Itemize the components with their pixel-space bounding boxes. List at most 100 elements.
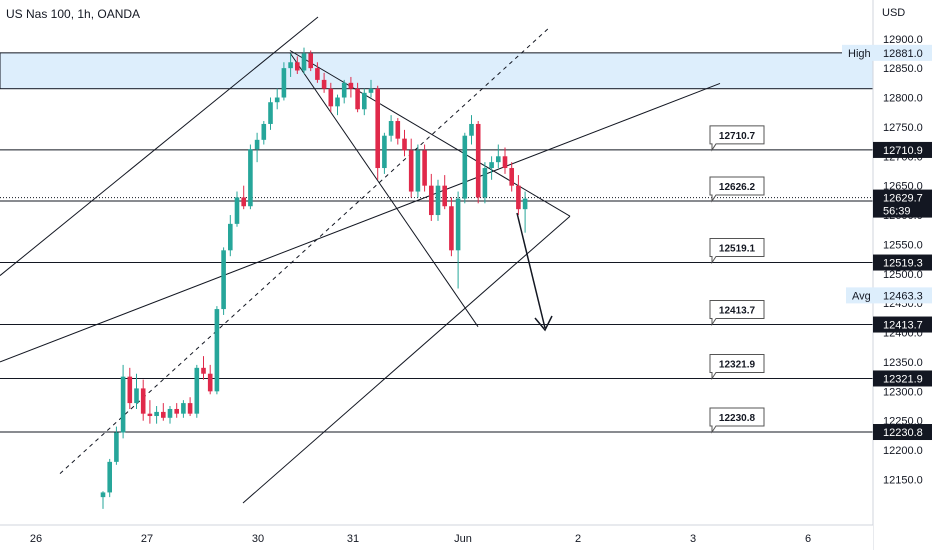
candle: [315, 62, 320, 83]
level-axis-tag-text: 12710.9: [883, 145, 923, 157]
candle: [348, 76, 354, 98]
forecast-arrow-head: [534, 315, 553, 332]
candle: [120, 364, 126, 439]
price-callout-text: 12626.2: [719, 182, 756, 193]
candle-body: [408, 150, 414, 192]
candle: [489, 156, 494, 180]
price-callout-box: [709, 407, 765, 434]
price-callout: 12626.2: [709, 176, 765, 203]
candle-body: [442, 185, 447, 207]
candle: [248, 144, 253, 210]
candle-body: [234, 197, 240, 224]
y-tick-label: 12200.0: [883, 445, 923, 457]
x-tick-label: 30: [252, 533, 264, 545]
candle-body: [308, 53, 313, 69]
candle: [228, 215, 233, 257]
current-price-tag-bg: [873, 189, 932, 218]
candle-body: [489, 162, 494, 169]
level-axis-tag-bg: [873, 370, 932, 387]
level-axis-tag-bg: [873, 254, 932, 271]
channel-lower-line: [242, 215, 571, 504]
x-tick-label: Jun: [454, 533, 472, 545]
candle: [161, 403, 166, 421]
price-axis: USD12150.012200.012250.012300.012350.012…: [842, 0, 932, 550]
high-price-tag-text: 12881.0: [883, 48, 923, 60]
candle: [355, 82, 360, 113]
candle: [114, 426, 119, 465]
channel-middle-line: [0, 82, 721, 363]
level-axis-tag: 12413.7: [873, 316, 932, 333]
candle-body: [315, 68, 320, 80]
candle: [281, 62, 287, 101]
candle-body: [415, 150, 421, 192]
level-axis-tag: 12230.8: [873, 424, 932, 441]
plot-area: 12710.7 12626.2 12519.1 12413.7 12321.9 12230…: [0, 16, 873, 509]
candle: [341, 79, 347, 104]
candle-body: [496, 156, 501, 163]
price-callout-text: 12413.7: [719, 306, 756, 317]
candle: [496, 144, 501, 169]
high-label-bg: [842, 44, 873, 61]
candle-body: [362, 92, 367, 110]
candle-body: [107, 461, 112, 493]
candle: [435, 179, 441, 221]
x-tick-label: 26: [30, 533, 42, 545]
price-axis-bg: [873, 0, 932, 550]
candle: [274, 88, 280, 110]
candle: [395, 118, 401, 145]
channel-dashed-midline: [59, 26, 551, 474]
candle-body: [161, 411, 166, 418]
candle-body: [395, 121, 401, 139]
y-tick-label: 12750.0: [883, 122, 923, 134]
candle-body: [254, 139, 260, 150]
candle-body: [214, 309, 220, 392]
avg-label-bg: [846, 287, 873, 304]
y-tick-label: 12550.0: [883, 239, 923, 251]
candle: [241, 185, 246, 210]
candle-body: [134, 388, 139, 404]
price-callout-text: 12519.1: [719, 244, 756, 255]
candle: [100, 491, 106, 509]
candle: [509, 162, 514, 192]
resistance-zone: [0, 52, 873, 90]
price-callout-text: 12230.8: [719, 413, 756, 424]
candle-body: [268, 102, 273, 124]
candle-body: [167, 408, 173, 418]
candle-body: [475, 123, 481, 198]
candle: [516, 175, 521, 216]
candle-body: [341, 82, 347, 98]
y-tick-label: 12350.0: [883, 357, 923, 369]
candle-body: [455, 198, 461, 251]
candle: [375, 85, 380, 180]
candle-body: [154, 411, 159, 417]
forecast-arrow-shaft: [516, 212, 546, 329]
price-callout: 12321.9: [709, 353, 765, 381]
level-axis-tag-text: 12413.7: [883, 320, 923, 332]
candle: [449, 197, 454, 257]
candle-body: [388, 121, 394, 136]
candle-body: [435, 185, 441, 216]
y-tick-label: 12850.0: [883, 63, 923, 75]
avg-price-tag: 12463.3: [873, 287, 932, 304]
price-callout: 12710.7: [709, 125, 765, 152]
candle-body: [462, 135, 468, 199]
candle-body: [241, 197, 246, 207]
candle-body: [449, 206, 454, 251]
candle-body: [181, 403, 186, 414]
candle: [462, 132, 468, 204]
candle-body: [147, 413, 153, 417]
candle: [502, 147, 508, 174]
high-label: High: [848, 48, 871, 60]
candle-body: [321, 79, 327, 89]
candle: [388, 115, 394, 142]
wedge-lower-line: [289, 52, 479, 327]
candle-body: [355, 88, 360, 110]
channel-upper-line: [0, 16, 319, 276]
y-tick-label: 12500.0: [883, 269, 923, 281]
candle-body: [120, 376, 126, 433]
candle: [268, 97, 273, 130]
candle: [221, 247, 226, 315]
level-axis-tag: 12710.9: [873, 141, 932, 158]
